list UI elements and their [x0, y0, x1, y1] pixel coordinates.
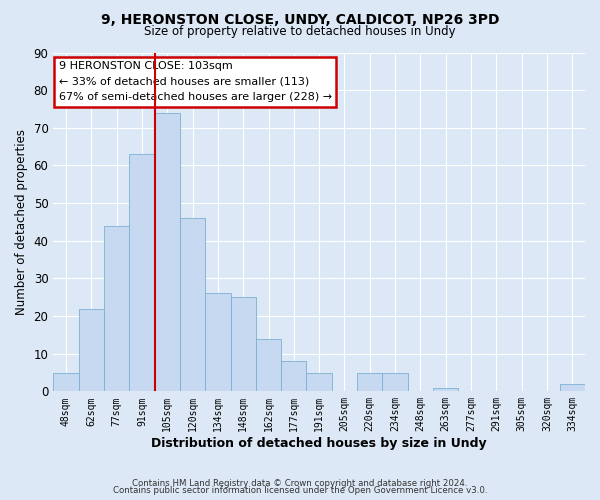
- Bar: [307, 372, 332, 392]
- Bar: [155, 112, 180, 392]
- Bar: [53, 372, 79, 392]
- Text: 9, HERONSTON CLOSE, UNDY, CALDICOT, NP26 3PD: 9, HERONSTON CLOSE, UNDY, CALDICOT, NP26…: [101, 12, 499, 26]
- Bar: [230, 297, 256, 392]
- Bar: [104, 226, 129, 392]
- Bar: [560, 384, 585, 392]
- Bar: [205, 294, 230, 392]
- Text: 9 HERONSTON CLOSE: 103sqm
← 33% of detached houses are smaller (113)
67% of semi: 9 HERONSTON CLOSE: 103sqm ← 33% of detac…: [59, 61, 332, 102]
- Y-axis label: Number of detached properties: Number of detached properties: [15, 129, 28, 315]
- Bar: [180, 218, 205, 392]
- Bar: [357, 372, 382, 392]
- Text: Contains HM Land Registry data © Crown copyright and database right 2024.: Contains HM Land Registry data © Crown c…: [132, 478, 468, 488]
- Bar: [129, 154, 155, 392]
- X-axis label: Distribution of detached houses by size in Undy: Distribution of detached houses by size …: [151, 437, 487, 450]
- Bar: [433, 388, 458, 392]
- Bar: [382, 372, 408, 392]
- Bar: [79, 308, 104, 392]
- Text: Contains public sector information licensed under the Open Government Licence v3: Contains public sector information licen…: [113, 486, 487, 495]
- Bar: [256, 338, 281, 392]
- Text: Size of property relative to detached houses in Undy: Size of property relative to detached ho…: [144, 25, 456, 38]
- Bar: [281, 361, 307, 392]
